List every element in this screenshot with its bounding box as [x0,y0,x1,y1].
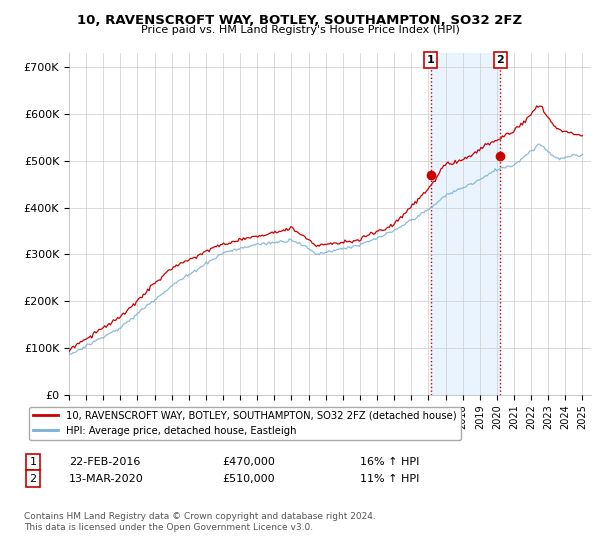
Text: 1: 1 [427,55,434,65]
Text: 22-FEB-2016: 22-FEB-2016 [69,457,140,467]
Text: 10, RAVENSCROFT WAY, BOTLEY, SOUTHAMPTON, SO32 2FZ: 10, RAVENSCROFT WAY, BOTLEY, SOUTHAMPTON… [77,14,523,27]
Text: £510,000: £510,000 [222,474,275,484]
Text: 11% ↑ HPI: 11% ↑ HPI [360,474,419,484]
Bar [431,53,500,395]
Legend: 10, RAVENSCROFT WAY, BOTLEY, SOUTHAMPTON, SO32 2FZ (detached house), HPI: Averag: 10, RAVENSCROFT WAY, BOTLEY, SOUTHAMPTON… [29,407,461,440]
Text: 1: 1 [29,457,37,467]
Text: Price paid vs. HM Land Registry's House Price Index (HPI): Price paid vs. HM Land Registry's House … [140,25,460,35]
Text: 16% ↑ HPI: 16% ↑ HPI [360,457,419,467]
Text: 2: 2 [496,55,504,65]
Text: 2: 2 [29,474,37,484]
Text: Contains HM Land Registry data © Crown copyright and database right 2024.
This d: Contains HM Land Registry data © Crown c… [24,512,376,532]
Text: 13-MAR-2020: 13-MAR-2020 [69,474,144,484]
Text: £470,000: £470,000 [222,457,275,467]
